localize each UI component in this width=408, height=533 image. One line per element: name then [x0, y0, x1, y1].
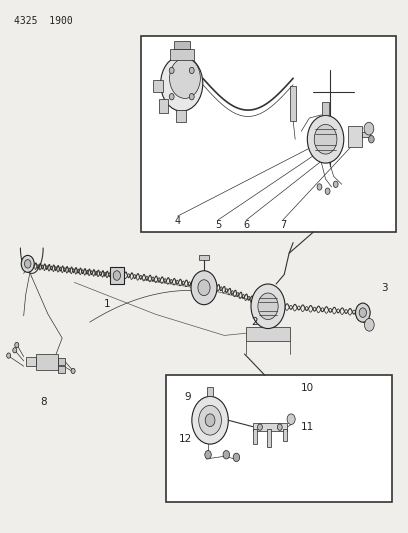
Text: 10: 10	[301, 383, 314, 393]
Bar	[283, 429, 287, 441]
Bar	[175, 110, 186, 122]
Bar	[170, 49, 194, 60]
Bar	[267, 429, 271, 447]
Circle shape	[161, 56, 203, 111]
Circle shape	[317, 184, 322, 190]
Bar	[246, 327, 290, 341]
Bar	[290, 86, 296, 120]
Circle shape	[24, 260, 31, 268]
Bar	[253, 429, 257, 444]
Text: 11: 11	[301, 422, 314, 432]
Bar	[58, 366, 65, 373]
Circle shape	[364, 122, 374, 135]
Circle shape	[368, 135, 374, 143]
Circle shape	[170, 58, 200, 99]
Circle shape	[189, 67, 194, 74]
Text: 1: 1	[104, 298, 110, 309]
Text: 4: 4	[175, 216, 181, 227]
Text: 5: 5	[215, 220, 221, 230]
Circle shape	[355, 303, 370, 322]
Circle shape	[364, 318, 374, 331]
Text: 8: 8	[41, 397, 47, 407]
Circle shape	[258, 293, 278, 319]
Circle shape	[333, 181, 338, 188]
Bar	[207, 387, 213, 397]
Text: 4325  1900: 4325 1900	[13, 16, 72, 26]
Text: 2: 2	[251, 317, 258, 327]
Text: 6: 6	[244, 220, 250, 230]
Circle shape	[233, 453, 239, 462]
Circle shape	[205, 414, 215, 426]
Circle shape	[251, 284, 285, 328]
Bar	[110, 267, 124, 284]
Bar	[362, 132, 370, 136]
Circle shape	[307, 115, 344, 163]
Text: 9: 9	[184, 392, 191, 402]
Bar	[174, 41, 190, 49]
Circle shape	[169, 67, 174, 74]
Circle shape	[359, 308, 366, 317]
Circle shape	[71, 368, 75, 374]
Bar	[253, 423, 287, 431]
Text: 3: 3	[381, 282, 388, 293]
Circle shape	[277, 424, 282, 430]
Circle shape	[314, 124, 337, 154]
Bar	[322, 102, 329, 115]
Circle shape	[205, 450, 211, 459]
Text: 7: 7	[280, 220, 286, 230]
Circle shape	[192, 397, 228, 444]
Bar	[141, 36, 397, 232]
Bar	[166, 375, 392, 503]
Circle shape	[199, 406, 222, 435]
Bar	[58, 358, 65, 365]
Bar	[348, 126, 362, 147]
Circle shape	[21, 255, 34, 272]
Circle shape	[15, 342, 19, 348]
Circle shape	[169, 93, 174, 100]
Bar	[160, 100, 169, 113]
Circle shape	[325, 188, 330, 195]
Circle shape	[189, 93, 194, 100]
Circle shape	[13, 348, 17, 353]
Text: 12: 12	[179, 434, 193, 444]
Bar	[26, 357, 36, 366]
Circle shape	[223, 450, 230, 459]
Circle shape	[257, 424, 262, 430]
Bar	[153, 80, 163, 92]
Circle shape	[191, 271, 217, 305]
Circle shape	[7, 353, 11, 358]
Circle shape	[198, 280, 210, 296]
Circle shape	[113, 271, 120, 280]
Bar	[199, 255, 209, 260]
Circle shape	[287, 414, 295, 424]
Bar	[36, 354, 58, 370]
